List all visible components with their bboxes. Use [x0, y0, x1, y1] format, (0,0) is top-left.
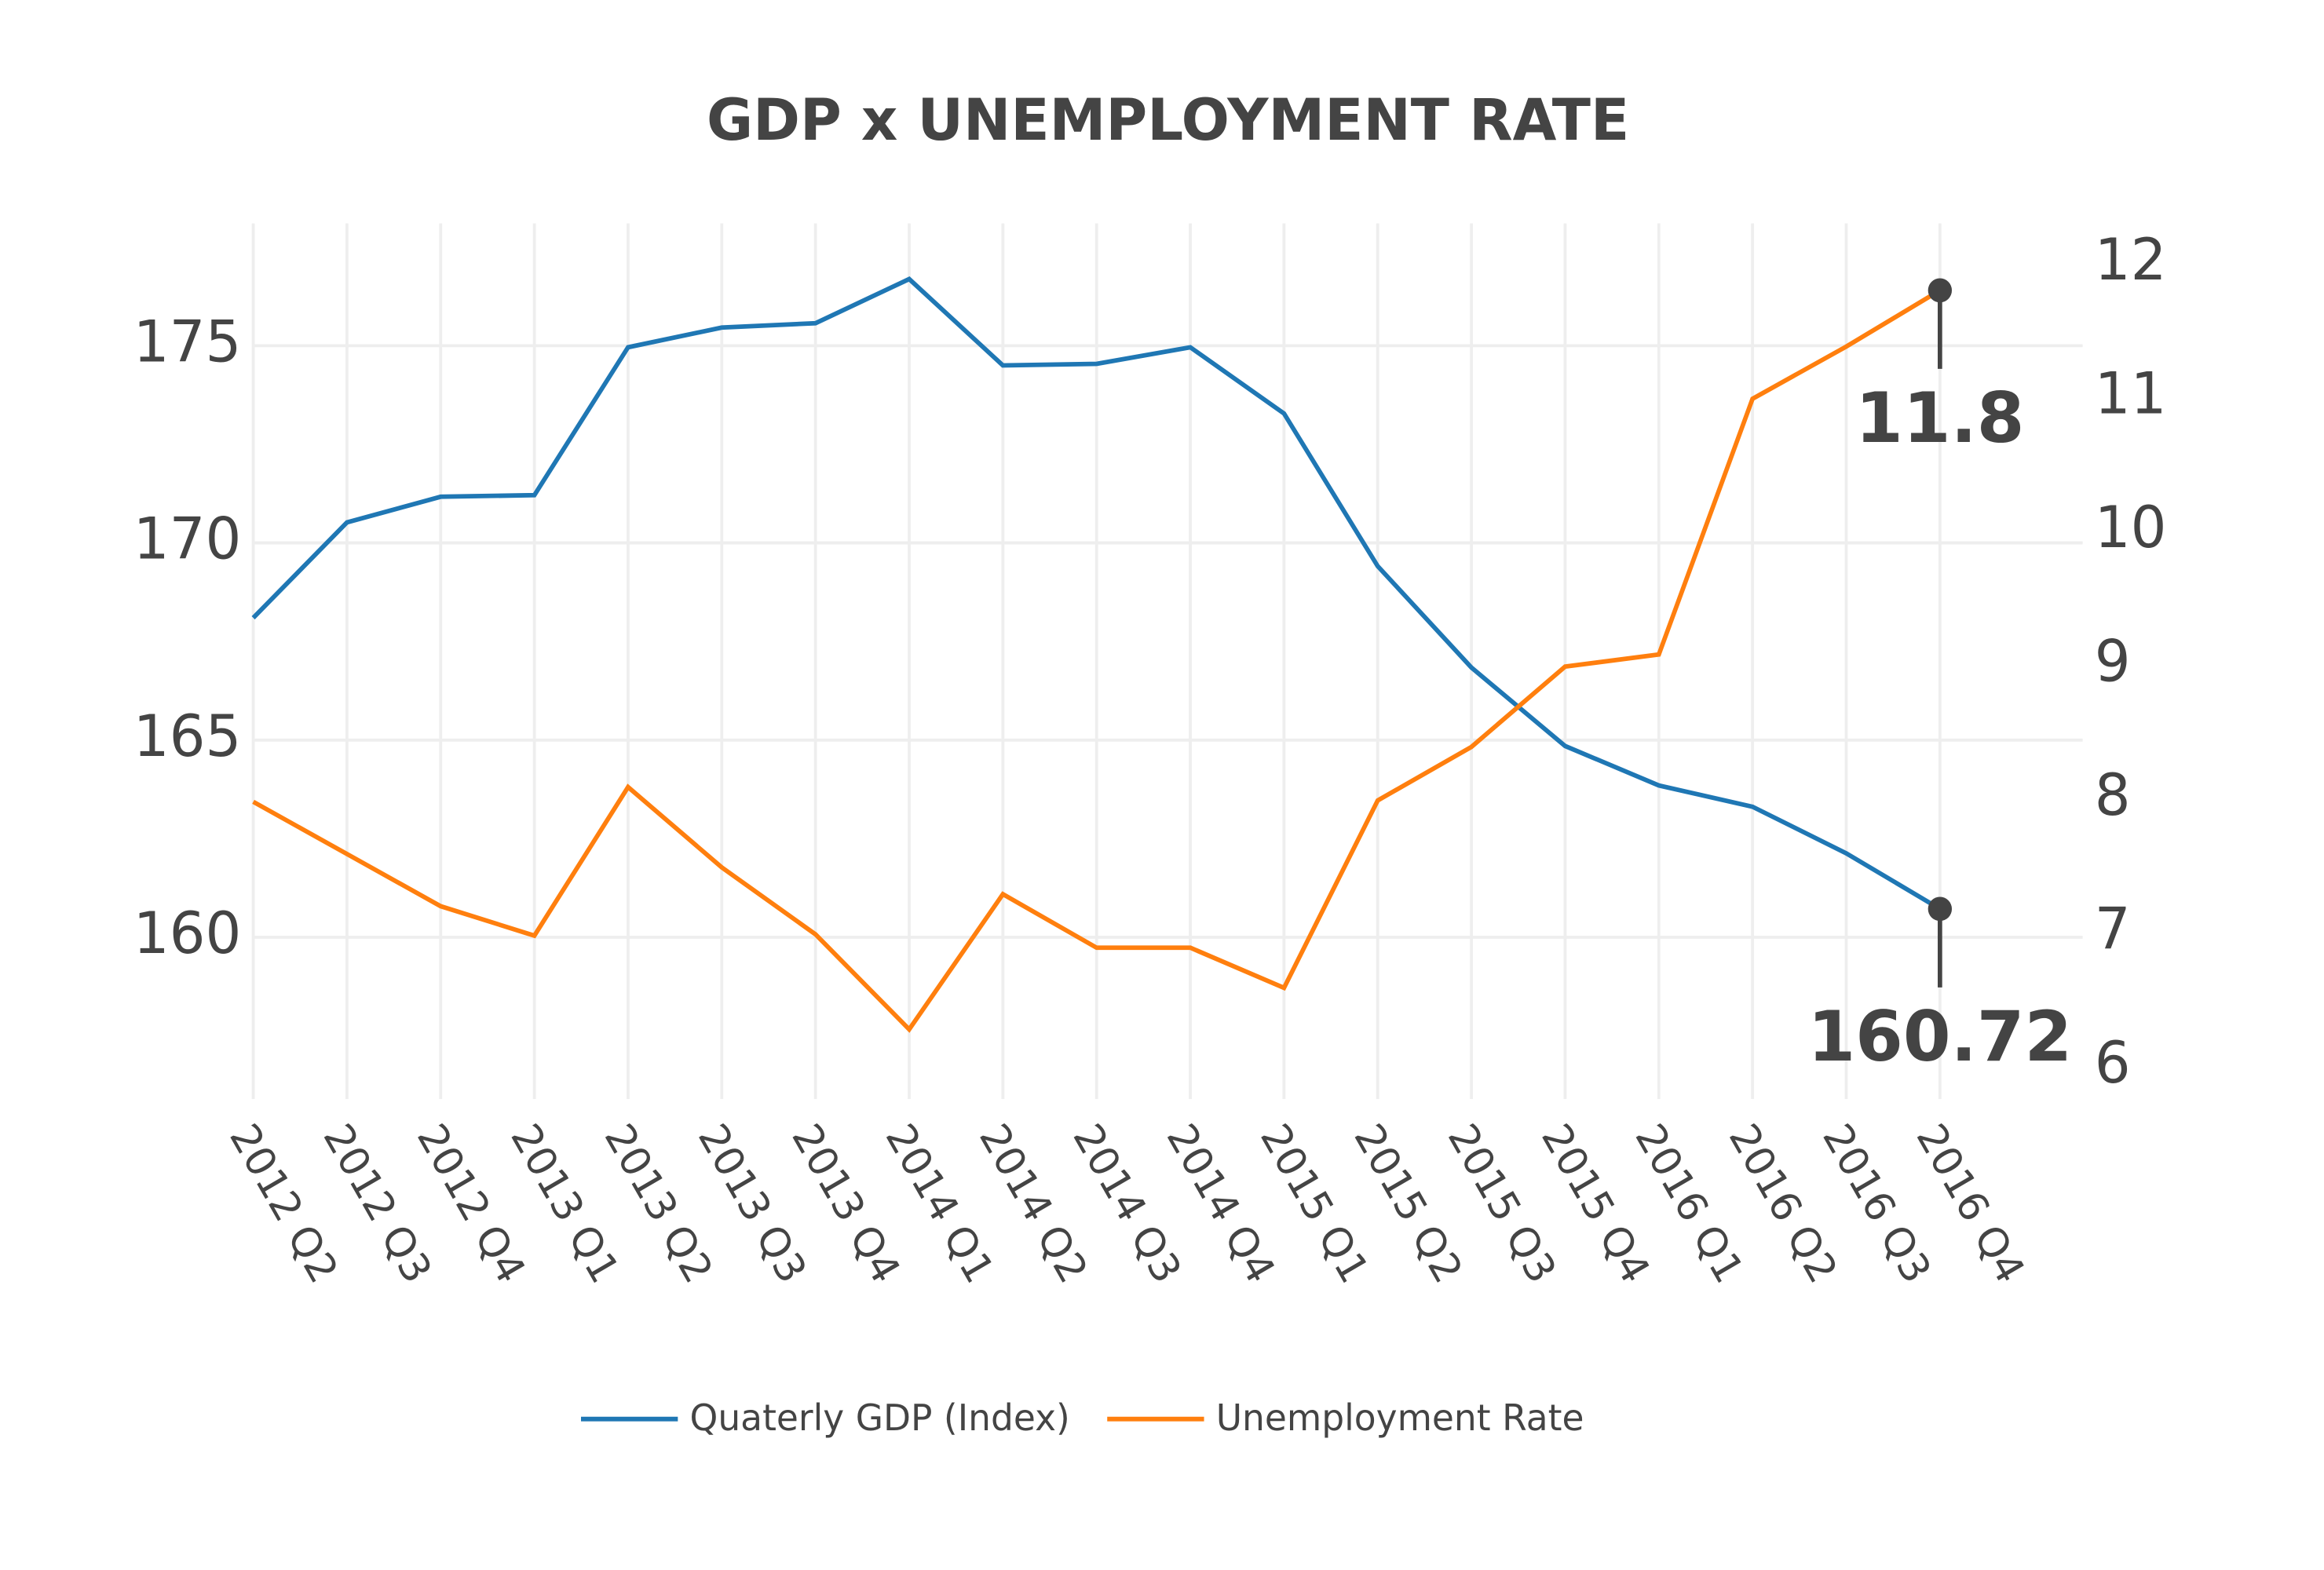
y2-tick-label: 6 [2095, 1031, 2131, 1097]
line-series [251, 276, 1942, 911]
y2-tick-label: 11 [2095, 361, 2167, 428]
chart-title: GDP x UNEMPLOYMENT RATE [707, 87, 1629, 154]
y-tick-label: 165 [133, 704, 242, 771]
y2-tick-label: 10 [2095, 495, 2167, 562]
annotation-label: 160.72 [1807, 996, 2072, 1078]
y-tick-label: 170 [133, 506, 242, 573]
y2-tick-label: 12 [2095, 227, 2167, 294]
annotation-dot [1928, 896, 1953, 922]
y2-tick-label: 8 [2095, 763, 2131, 830]
annotation-label: 11.8 [1855, 378, 2024, 459]
line-series [252, 288, 1942, 1033]
legend-label: Unemployment Rate [1216, 1397, 1584, 1439]
y-tick-label: 160 [133, 901, 242, 968]
y2-tick-label: 7 [2095, 896, 2131, 963]
legend-label: Quaterly GDP (Index) [690, 1397, 1070, 1439]
annotation-dot [1928, 278, 1953, 303]
y2-tick-label: 9 [2095, 629, 2131, 696]
y-tick-label: 175 [133, 309, 242, 376]
